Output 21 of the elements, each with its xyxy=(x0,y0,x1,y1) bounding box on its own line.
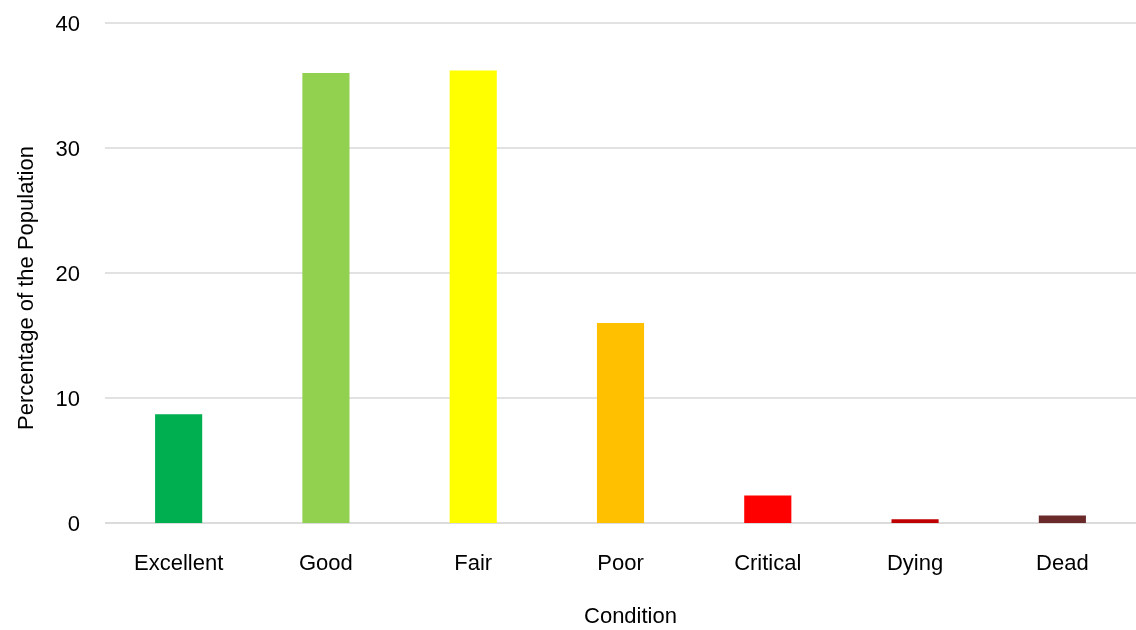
bar xyxy=(449,70,497,523)
x-tick-label: Critical xyxy=(734,550,802,575)
x-tick-label: Dead xyxy=(1036,550,1089,575)
y-tick-label: 10 xyxy=(55,385,80,411)
y-tick-label: 20 xyxy=(55,260,80,286)
y-tick-label: 0 xyxy=(67,510,80,536)
bar xyxy=(155,414,203,523)
y-axis-title: Percentage of the Population xyxy=(13,146,38,430)
bar xyxy=(1038,515,1086,523)
bar xyxy=(744,495,792,523)
x-tick-label: Poor xyxy=(597,550,644,575)
x-tick-label: Fair xyxy=(454,550,493,575)
bar xyxy=(891,519,939,523)
x-tick-label: Dying xyxy=(886,550,944,575)
x-tick-label: Good xyxy=(299,550,353,575)
y-tick-label: 30 xyxy=(55,135,80,161)
y-tick-label: 40 xyxy=(55,10,80,36)
x-axis-title: Condition xyxy=(584,603,677,628)
bar xyxy=(302,73,350,523)
x-tick-label: Excellent xyxy=(134,550,224,575)
bar xyxy=(596,323,645,523)
